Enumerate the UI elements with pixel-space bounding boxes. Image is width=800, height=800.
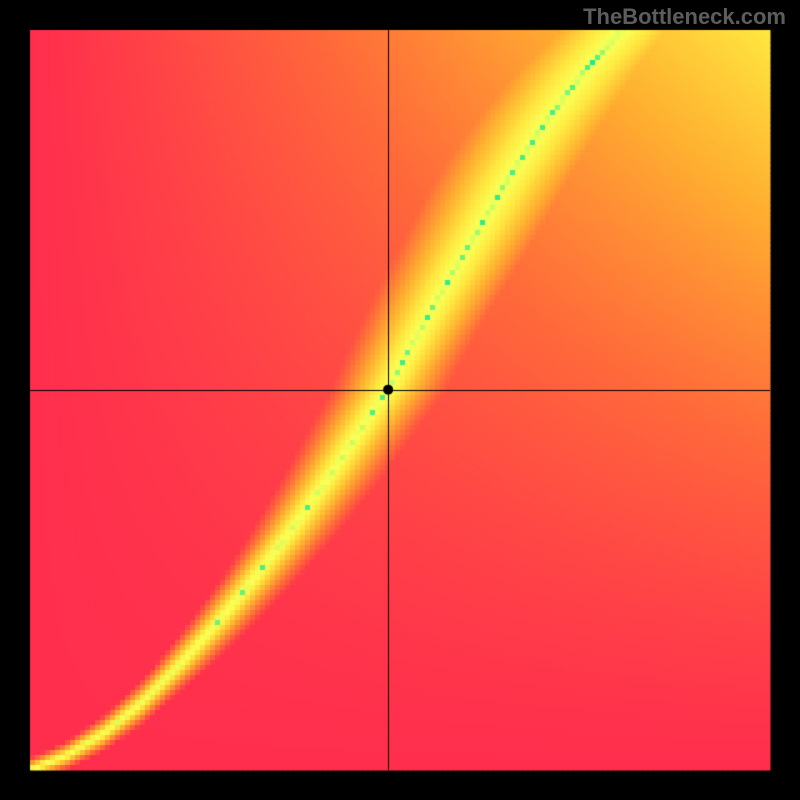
chart-container: TheBottleneck.com: [0, 0, 800, 800]
heatmap-canvas: [0, 0, 800, 800]
source-watermark: TheBottleneck.com: [583, 4, 786, 30]
